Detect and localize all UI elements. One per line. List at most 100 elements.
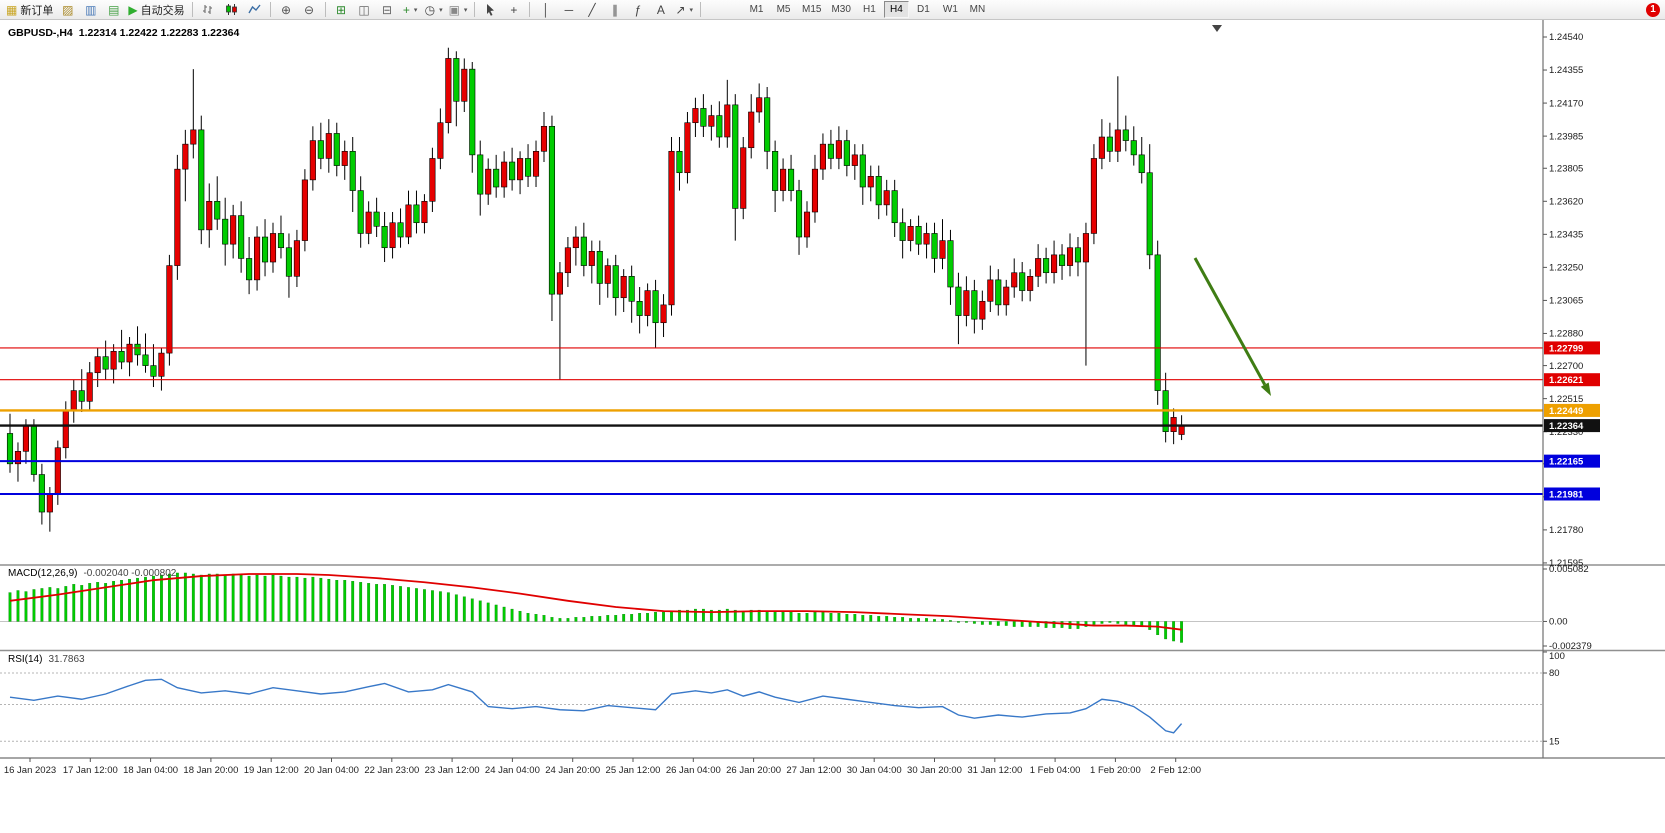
candle	[843, 129, 850, 177]
candle	[612, 254, 619, 316]
price-tag: 1.22799	[1544, 341, 1600, 355]
horizontal-line-tool-button[interactable]: ─	[558, 1, 579, 19]
zoom-in-button[interactable]: ⊕	[276, 1, 297, 19]
trendline-tool-button[interactable]: ╱	[581, 1, 602, 19]
channel-tool-button[interactable]: ∥	[604, 1, 625, 19]
candle	[118, 329, 125, 370]
macd-signal-line	[9, 573, 1182, 631]
timeframe-button-m5[interactable]: M5	[771, 1, 796, 18]
zoom-in-icon: ⊕	[281, 2, 292, 17]
candle	[397, 208, 404, 248]
candle	[206, 183, 213, 248]
timeframe-button-m15[interactable]: M15	[798, 1, 825, 18]
template-button[interactable]: ▣ ▾	[447, 1, 470, 19]
candle	[182, 129, 189, 202]
dropdown-caret-icon: ▾	[689, 6, 694, 14]
candle	[485, 158, 492, 205]
time-axis-label: 30 Jan 20:00	[907, 765, 962, 776]
candle	[1098, 119, 1105, 170]
candle	[309, 126, 316, 191]
zoom-out-icon: ⊖	[304, 2, 315, 17]
candle	[867, 165, 874, 202]
new-order-button[interactable]: ▦ 新订单	[4, 1, 55, 19]
notification-badge[interactable]: 1	[1646, 3, 1660, 17]
candle	[1146, 144, 1153, 270]
crosshair-tool-button[interactable]: +	[503, 1, 524, 19]
arrows-tool-icon: ↗	[675, 2, 686, 17]
candle	[915, 215, 922, 255]
arrange-windows-button[interactable]: ⊟	[377, 1, 398, 19]
text-tool-button[interactable]: A	[650, 1, 671, 19]
tile-windows-button[interactable]: ⊞	[331, 1, 352, 19]
dropdown-caret-icon: ▾	[413, 6, 418, 14]
bar-chart-type-button[interactable]	[198, 1, 219, 19]
toolbar-separator	[191, 2, 193, 17]
candle	[190, 69, 197, 159]
timeframe-button-w1[interactable]: W1	[938, 1, 963, 18]
candle	[30, 419, 37, 482]
candlestick-type-button[interactable]	[221, 1, 242, 19]
market-watch-icon: ▤	[108, 2, 120, 17]
candle	[261, 219, 269, 277]
charts-list-button[interactable]: ▥	[80, 1, 101, 19]
candle	[724, 79, 731, 148]
candle	[230, 204, 237, 259]
profiles-button[interactable]: ▨	[57, 1, 78, 19]
candle	[883, 179, 890, 216]
auto-trading-button[interactable]: ▶ 自动交易	[126, 1, 186, 19]
timeframe-button-h4[interactable]: H4	[883, 1, 909, 18]
cursor-tool-button[interactable]	[480, 1, 501, 19]
market-watch-button[interactable]: ▤	[103, 1, 124, 19]
time-axis-label: 23 Jan 12:00	[425, 765, 480, 776]
candle	[86, 362, 93, 411]
candle	[740, 137, 747, 220]
price-axis[interactable]: 1.24540 1.24355 1.24170 1.23985 1.23805 1.236…	[1543, 32, 1600, 747]
candle	[269, 222, 277, 273]
candle	[708, 104, 715, 141]
candle	[1027, 269, 1034, 302]
candle	[588, 240, 595, 284]
toolbar-separator	[700, 2, 702, 17]
candle	[134, 326, 141, 366]
price-axis-label: 1.22880	[1549, 329, 1583, 340]
price-axis-label: 1.22700	[1549, 361, 1583, 372]
candle	[899, 208, 906, 259]
svg-text:1.21981: 1.21981	[1549, 489, 1584, 500]
candle	[764, 87, 771, 170]
chart-shift-marker-icon[interactable]	[1212, 25, 1222, 32]
candle	[684, 112, 691, 184]
dropdown-caret-icon: ▾	[439, 6, 443, 14]
candle	[70, 379, 77, 423]
line-chart-type-button[interactable]	[244, 1, 265, 19]
price-axis-label: 1.23805	[1549, 163, 1583, 174]
timeframe-button-m30[interactable]: M30	[827, 1, 854, 18]
candle	[166, 254, 173, 366]
time-axis-label: 26 Jan 04:00	[666, 765, 721, 776]
candle	[891, 179, 898, 238]
timeframe-button-h1[interactable]: H1	[857, 1, 882, 18]
timeframe-button-mn[interactable]: MN	[965, 1, 990, 18]
zoom-out-button[interactable]: ⊖	[299, 1, 320, 19]
candle	[6, 413, 14, 473]
candle	[652, 279, 659, 348]
time-axis[interactable]: 16 Jan 2023 17 Jan 12:00 18 Jan 04:00 18 Ja…	[4, 758, 1201, 776]
arrows-tool-button[interactable]: ↗ ▾	[673, 1, 695, 19]
toolbar-separator	[324, 2, 326, 17]
timeframe-button-m1[interactable]: M1	[744, 1, 769, 18]
candle	[620, 269, 627, 313]
new-chart-button[interactable]: + ▾	[400, 1, 421, 19]
chart-canvas[interactable]: 1.24540 1.24355 1.24170 1.23985 1.23805 1.236…	[0, 20, 1665, 833]
vertical-line-tool-button[interactable]: │	[535, 1, 556, 19]
price-axis-label: 1.22515	[1549, 394, 1583, 405]
period-button[interactable]: ◷ ▾	[423, 1, 445, 19]
cascade-windows-button[interactable]: ◫	[354, 1, 375, 19]
timeframe-button-d1[interactable]: D1	[911, 1, 936, 18]
candle	[979, 290, 986, 330]
arrow-annotation[interactable]	[1193, 257, 1271, 396]
candle	[780, 158, 787, 202]
macd-axis-label: 0.005082	[1549, 564, 1589, 575]
fibonacci-tool-button[interactable]: ƒ	[627, 1, 648, 19]
macd-histogram	[8, 572, 1183, 643]
price-axis-label: 1.24355	[1549, 65, 1583, 76]
